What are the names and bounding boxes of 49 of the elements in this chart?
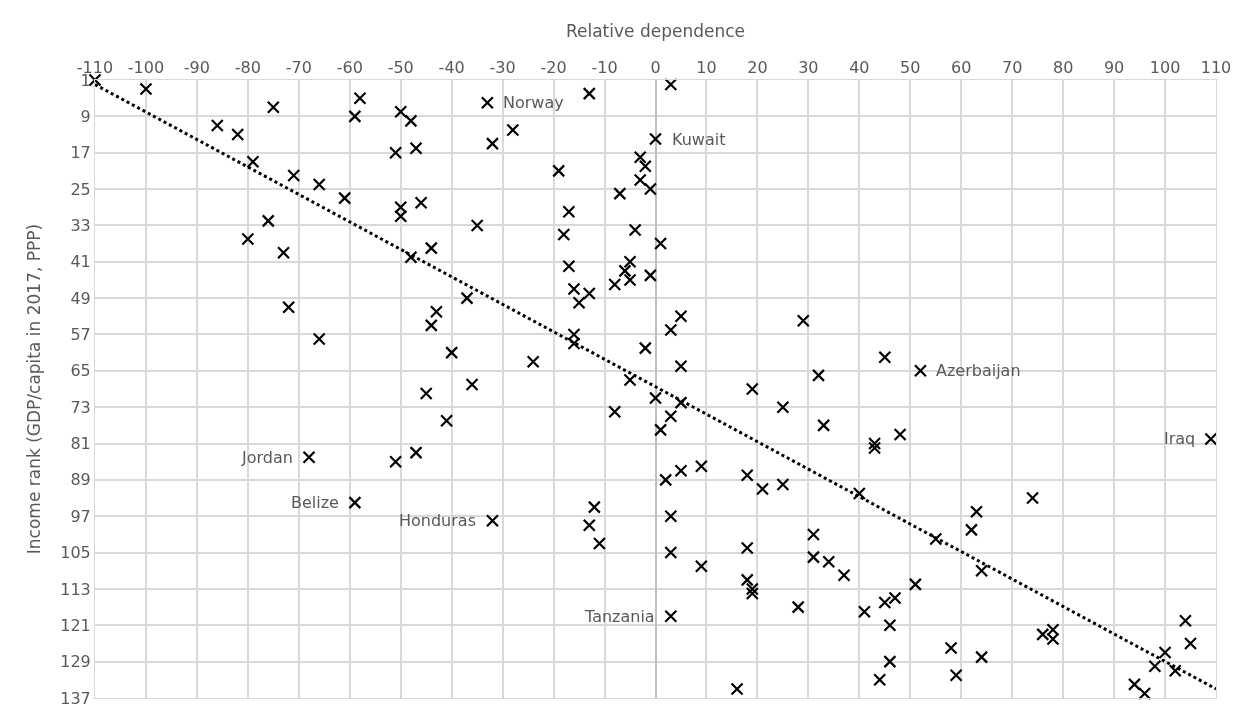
x-tick-label: 0 <box>650 57 661 77</box>
x-tick-label: -50 <box>387 57 414 77</box>
x-tick-label: 80 <box>1052 57 1074 77</box>
x-tick-label: 40 <box>849 57 870 77</box>
x-tick-label: -40 <box>438 57 465 77</box>
x-tick-label: -20 <box>540 57 567 77</box>
annotation: Belize <box>291 493 339 512</box>
y-tick-label: 89 <box>70 470 91 490</box>
annotation: Jordan <box>241 448 293 467</box>
x-tick-label: 90 <box>1103 57 1125 77</box>
y-tick-label: 49 <box>70 288 91 308</box>
annotation: Azerbaijan <box>936 361 1021 380</box>
x-tick-label: -10 <box>591 57 618 77</box>
x-tick-label: 10 <box>696 57 717 77</box>
annotation: Iraq <box>1164 429 1196 448</box>
y-tick-label: 33 <box>70 216 91 236</box>
x-tick-label: -80 <box>234 57 261 77</box>
annotation: Honduras <box>399 511 476 530</box>
y-tick-label: 9 <box>80 106 91 126</box>
y-tick-label: 25 <box>70 179 91 199</box>
y-axis-title: Income rank (GDP/capita in 2017, PPP) <box>23 223 44 555</box>
y-tick-label: 73 <box>70 397 91 417</box>
x-tick-label: -100 <box>127 57 165 77</box>
x-tick-label: -90 <box>183 57 210 77</box>
x-tick-label: -30 <box>489 57 516 77</box>
y-tick-label: 41 <box>70 252 91 272</box>
y-tick-label: 137 <box>60 688 91 708</box>
x-tick-label: 30 <box>798 57 819 77</box>
y-tick-label: 113 <box>60 579 91 599</box>
x-tick-label: 70 <box>1002 57 1023 77</box>
y-tick-label: 17 <box>70 143 91 163</box>
x-tick-label: 20 <box>747 57 768 77</box>
x-tick-label: 100 <box>1149 57 1181 77</box>
x-tick-label: -70 <box>285 57 312 77</box>
annotation: Tanzania <box>584 607 655 626</box>
x-axis-title: Relative dependence <box>565 21 746 42</box>
y-tick-label: 81 <box>70 434 91 454</box>
y-tick-label: 105 <box>60 543 91 563</box>
x-tick-label: 60 <box>951 57 972 77</box>
y-tick-label: 57 <box>70 325 91 345</box>
annotation: Norway <box>503 93 564 112</box>
y-tick-label: 129 <box>60 652 91 672</box>
x-tick-label: -60 <box>336 57 363 77</box>
x-tick-label: 50 <box>900 57 921 77</box>
y-tick-label: 121 <box>60 615 91 635</box>
y-tick-label: 97 <box>70 506 91 526</box>
annotation: Kuwait <box>672 130 726 149</box>
y-tick-label: 65 <box>70 361 91 381</box>
x-tick-label: 110 <box>1200 57 1232 77</box>
